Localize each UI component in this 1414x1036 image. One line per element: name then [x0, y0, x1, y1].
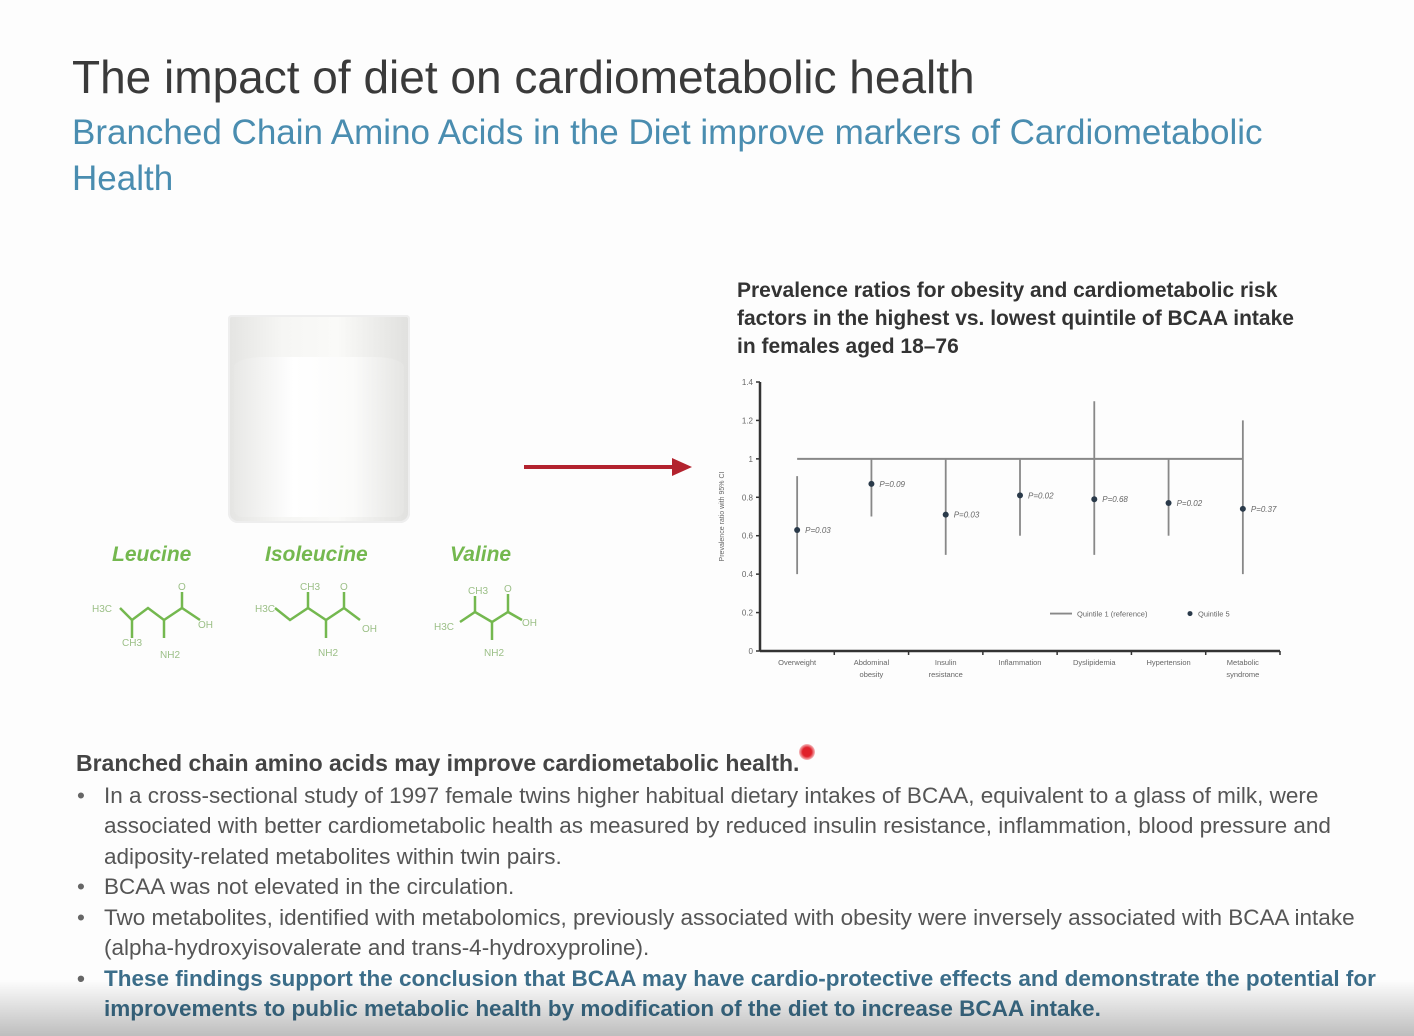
valine-ch3: CH3 — [468, 586, 488, 597]
data-point — [1165, 500, 1172, 507]
p-value-label: P=0.02 — [1177, 499, 1203, 508]
isoleucine-label: Isoleucine — [265, 543, 368, 566]
bullet-study: In a cross-sectional study of 1997 femal… — [77, 781, 1386, 873]
data-point — [942, 511, 949, 518]
x-tick-label: Dyslipidemia — [1073, 658, 1116, 667]
bullet-conclusion: These findings support the conclusion th… — [77, 964, 1386, 1025]
summary-text: Branched chain amino acids may improve c… — [76, 748, 1386, 1025]
isoleucine-oh: OH — [362, 624, 377, 635]
x-tick-label: Abdominal — [854, 658, 890, 667]
leucine-ch3: CH3 — [122, 638, 142, 649]
y-tick-label: 1.4 — [742, 378, 754, 387]
isoleucine-h3c: H3C — [255, 604, 275, 615]
y-tick-label: 0.4 — [742, 570, 754, 579]
data-point — [1091, 496, 1098, 503]
arrow-right-icon — [524, 458, 692, 476]
y-tick-label: 0.2 — [742, 609, 754, 618]
leucine-h3c: H3C — [92, 604, 112, 615]
valine-nh2: NH2 — [484, 648, 504, 659]
prevalence-ratio-chart: 0 0.2 0.4 0.6 0.8 1 1.2 1.4 Prevalence ratio wit… — [719, 378, 1281, 679]
amino-acid-structures: H3C CH3 O OH NH2 H3C CH3 O OH NH2 H3C CH… — [92, 582, 537, 661]
x-tick-label: Metabolic — [1227, 658, 1259, 667]
y-tick-label: 0.8 — [742, 493, 754, 502]
y-tick-label: 0 — [749, 647, 754, 656]
isoleucine-o: O — [340, 582, 348, 593]
data-point — [1017, 492, 1023, 499]
p-value-label: P=0.03 — [954, 511, 980, 520]
y-axis-label: Prevalence ratio with 95% CI — [719, 472, 726, 562]
leucine-label: Leucine — [112, 543, 192, 566]
p-value-label: P=0.03 — [805, 526, 831, 535]
milk-glass-image — [228, 315, 410, 523]
x-tick-label: resistance — [929, 670, 963, 679]
p-value-label: P=0.02 — [1028, 491, 1054, 500]
p-value-label: P=0.37 — [1251, 505, 1277, 514]
x-tick-label: Hypertension — [1146, 658, 1190, 667]
legend-quintile5-swatch — [1187, 611, 1193, 617]
data-point — [868, 480, 875, 487]
chart-title: Prevalence ratios for obesity and cardio… — [737, 279, 1294, 358]
bullet-circulation: BCAA was not elevated in the circulation… — [77, 872, 1386, 903]
valine-label: Valine — [450, 543, 512, 566]
legend-reference-label: Quintile 1 (reference) — [1077, 610, 1148, 619]
leucine-oh: OH — [198, 620, 213, 631]
p-value-label: P=0.09 — [879, 480, 905, 489]
valine-oh: OH — [522, 618, 537, 629]
x-tick-label: syndrome — [1226, 670, 1259, 679]
slide-title: The impact of diet on cardiometabolic he… — [72, 51, 975, 103]
legend-quintile5-label: Quintile 5 — [1198, 610, 1230, 619]
x-tick-label: Insulin — [935, 658, 957, 667]
y-tick-label: 0.6 — [742, 532, 754, 541]
valine-h3c: H3C — [434, 622, 454, 633]
valine-o: O — [504, 584, 512, 595]
leucine-nh2: NH2 — [160, 650, 180, 661]
summary-heading: Branched chain amino acids may improve c… — [76, 750, 800, 776]
x-tick-label: Overweight — [778, 658, 817, 667]
p-value-label: P=0.68 — [1102, 495, 1128, 504]
x-tick-label: Inflammation — [999, 658, 1042, 667]
pointer-cursor — [799, 744, 815, 760]
y-tick-label: 1 — [749, 455, 754, 464]
bullet-metabolites: Two metabolites, identified with metabol… — [77, 903, 1386, 964]
isoleucine-ch3: CH3 — [300, 582, 320, 593]
slide-subtitle: Branched Chain Amino Acids in the Diet i… — [72, 113, 1263, 198]
data-point — [794, 526, 801, 533]
x-tick-label: obesity — [860, 670, 884, 679]
y-tick-label: 1.2 — [742, 416, 754, 425]
data-point — [1239, 505, 1246, 512]
leucine-o: O — [178, 582, 186, 593]
summary-bullets: In a cross-sectional study of 1997 femal… — [76, 781, 1386, 1025]
isoleucine-nh2: NH2 — [318, 648, 338, 659]
